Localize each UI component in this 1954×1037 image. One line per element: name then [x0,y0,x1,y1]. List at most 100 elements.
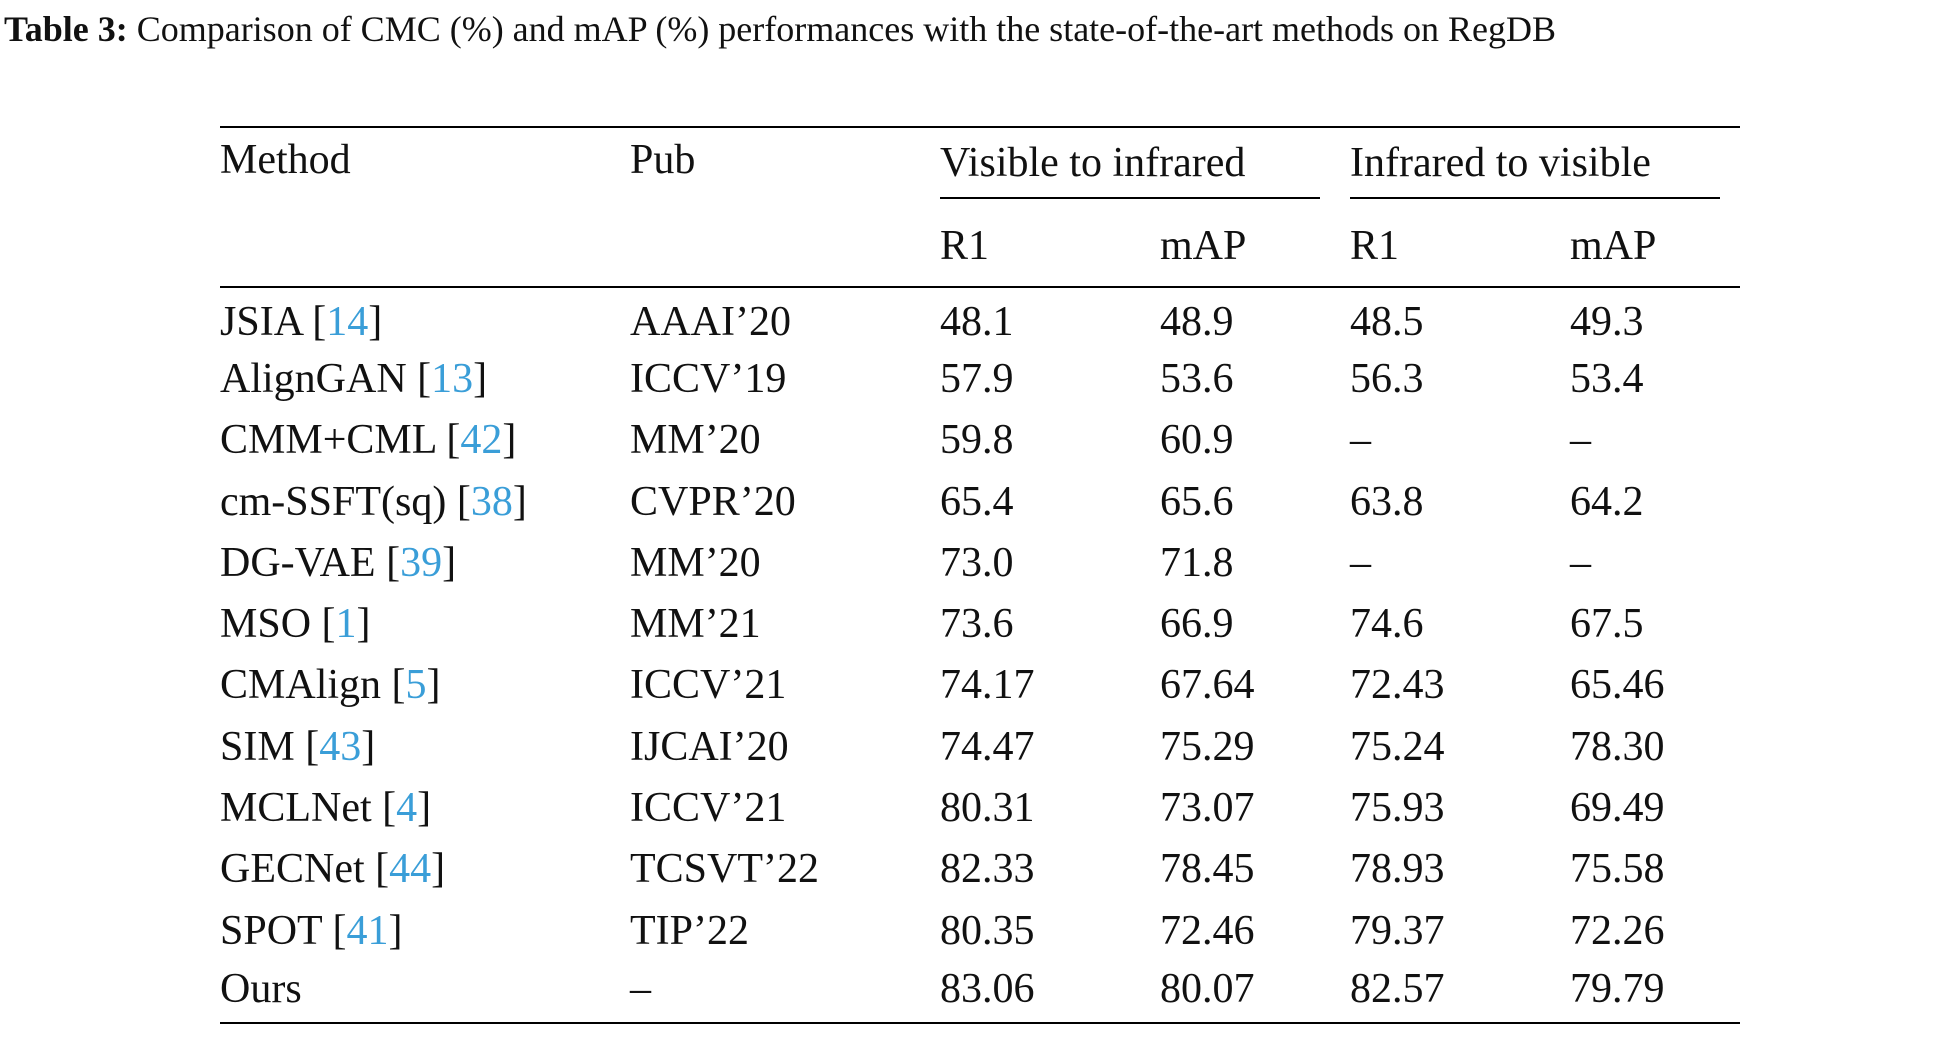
i-map-cell: 69.49 [1570,785,1665,832]
v-map-cell: 48.9 [1160,299,1234,346]
header-pub: Pub [630,126,940,205]
header-method: Method [220,126,630,205]
citation-link[interactable]: 38 [470,478,513,525]
method-cell: Ours [220,961,630,1024]
v-r1-cell: 80.31 [940,785,1035,832]
pub-cell: ICCV’21 [630,785,787,832]
table-row: CMAlign [5] ICCV’21 74.17 67.64 72.43 65.46 [220,655,1740,716]
method-cell: SPOT [41] [220,907,403,954]
header-group-visible-to-infrared: Visible to infrared [940,126,1350,205]
v-r1-cell: 57.9 [940,355,1014,402]
method-name: SPOT [220,907,322,954]
citation-link[interactable]: 43 [319,723,362,770]
table-caption: Table 3: Comparison of CMC (%) and mAP (… [4,4,1949,54]
header-blank [220,205,630,288]
table-row: MCLNet [4] ICCV’21 80.31 73.07 75.93 69.49 [220,777,1740,838]
i-r1-cell: 56.3 [1350,355,1424,402]
pub-cell: MM’20 [630,417,761,464]
i-r1-cell: 74.6 [1350,601,1424,648]
i-map-cell: 67.5 [1570,601,1644,648]
method-name: MSO [220,601,312,648]
method-cell: CMAlign [5] [220,662,441,709]
v-r1-cell: 74.17 [940,662,1035,709]
pub-cell: TIP’22 [630,907,749,954]
method-name: GECNet [220,846,365,893]
v-r1-cell: 74.47 [940,723,1035,770]
pub-cell: IJCAI’20 [630,723,789,770]
i-r1-cell: 72.43 [1350,662,1445,709]
v-r1-cell: 80.35 [940,907,1035,954]
header-row-metrics: R1 mAP R1 mAP [220,205,1740,288]
table-row: MSO [1] MM’21 73.6 66.9 74.6 67.5 [220,593,1740,654]
v-map-cell: 60.9 [1160,417,1234,464]
i-map-cell: 65.46 [1570,662,1665,709]
table-row: JSIA [14] AAAI’20 48.1 48.9 48.5 49.3 [220,287,1740,348]
method-name: MCLNet [220,785,372,832]
method-cell: GECNet [44] [220,846,446,893]
citation-link[interactable]: 1 [335,601,357,648]
method-cell: MCLNet [4] [220,785,432,832]
method-name: cm-SSFT(sq) [220,478,447,525]
pub-cell: CVPR’20 [630,478,796,525]
citation-link[interactable]: 5 [405,662,427,709]
i-map-cell: 53.4 [1570,355,1644,402]
v-map-cell: 75.29 [1160,723,1255,770]
v-r1-cell: 73.6 [940,601,1014,648]
table-row-ours: Ours –83.06 80.07 82.57 79.79 [220,961,1740,1024]
citation-link[interactable]: 42 [460,417,503,464]
i-map-cell: 49.3 [1570,299,1644,346]
v-map-cell: 80.07 [1160,961,1350,1024]
table-row: AlignGAN [13] ICCV’19 57.9 53.6 56.3 53.4 [220,348,1740,409]
v-map-cell: 72.46 [1160,907,1255,954]
pub-cell: TCSVT’22 [630,846,819,893]
v-map-cell: 66.9 [1160,601,1234,648]
pub-cell: MM’21 [630,601,761,648]
v-map-cell: 67.64 [1160,662,1255,709]
i-r1-cell: 79.37 [1350,907,1445,954]
i-map-cell: 79.79 [1570,961,1740,1024]
method-name: CMM+CML [220,417,436,464]
v-r1-cell: 73.0 [940,539,1014,586]
i-map-cell: 75.58 [1570,846,1665,893]
i-r1-cell: 48.5 [1350,299,1424,346]
citation-link[interactable]: 4 [396,785,418,832]
i-map-cell: – [1570,539,1591,586]
table-row: CMM+CML [42] MM’20 59.8 60.9 – – [220,410,1740,471]
i-r1-cell: 82.57 [1350,961,1570,1024]
v-map-cell: 71.8 [1160,539,1234,586]
header-v-map: mAP [1160,205,1350,288]
header-i-map: mAP [1570,205,1740,288]
caption-label: Table 3: [4,9,128,49]
citation-link[interactable]: 44 [389,846,432,893]
caption-text: Comparison of CMC (%) and mAP (%) perfor… [127,9,1557,49]
citation-link[interactable]: 41 [346,907,389,954]
i-r1-cell: 75.93 [1350,785,1445,832]
method-cell: cm-SSFT(sq) [38] [220,478,527,525]
pub-cell: – [630,961,940,1024]
citation-link[interactable]: 13 [431,355,474,402]
v-r1-cell: 65.4 [940,478,1014,525]
header-v-r1: R1 [940,205,1160,288]
header-i-r1: R1 [1350,205,1570,288]
i-map-cell: 64.2 [1570,478,1644,525]
header-blank [630,205,940,288]
citation-link[interactable]: 14 [326,299,369,346]
method-cell: DG-VAE [39] [220,539,457,586]
pub-cell: ICCV’21 [630,662,787,709]
method-cell: JSIA [14] [220,299,383,346]
method-name: JSIA [220,299,302,346]
method-name: AlignGAN [220,355,407,402]
citation-link[interactable]: 39 [400,539,443,586]
v-r1-cell: 48.1 [940,299,1014,346]
header-row-groups: Method Pub Visible to infrared Infrared … [220,126,1740,205]
table-row: GECNet [44] TCSVT’22 82.33 78.45 78.93 75.58 [220,839,1740,900]
method-name: CMAlign [220,662,382,709]
v-map-cell: 73.07 [1160,785,1255,832]
table-row: SPOT [41] TIP’22 80.35 72.46 79.37 72.26 [220,900,1740,961]
header-group-infrared-to-visible: Infrared to visible [1350,126,1740,205]
v-r1-cell: 59.8 [940,417,1014,464]
table-row: SIM [43] IJCAI’20 74.47 75.29 75.24 78.30 [220,716,1740,777]
method-name: DG-VAE [220,539,376,586]
i-r1-cell: 78.93 [1350,846,1445,893]
pub-cell: MM’20 [630,539,761,586]
